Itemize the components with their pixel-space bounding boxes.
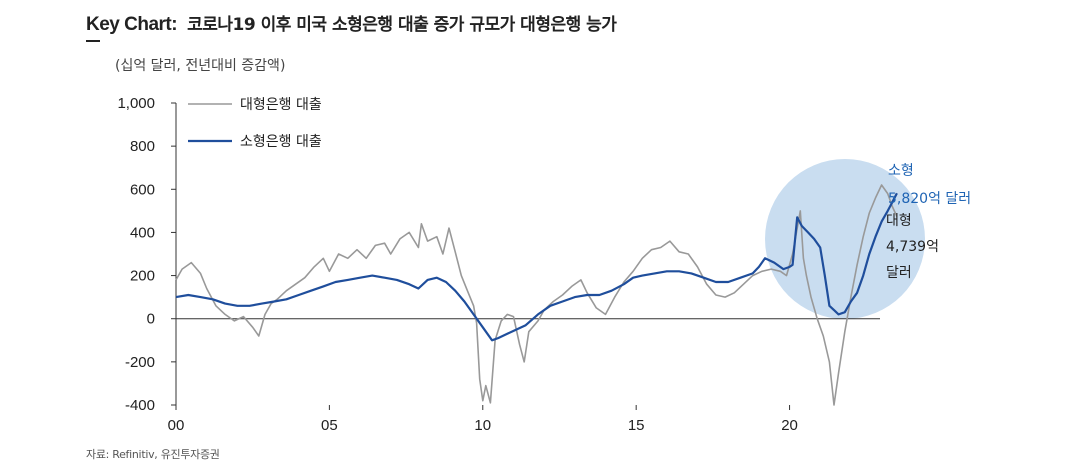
x-tick-label: 00 [168, 417, 185, 434]
x-tick-label: 15 [628, 417, 645, 434]
annotation-small-value: 5,820억 달러 [888, 191, 971, 207]
key-chart-label: Key Chart: [86, 14, 178, 35]
title-underline [86, 40, 100, 42]
highlight-circle [765, 159, 925, 319]
chart-title: 코로나19 이후 미국 소형은행 대출 증가 규모가 대형은행 능가 [187, 15, 617, 35]
y-tick-label: 600 [130, 181, 155, 198]
y-tick-label: 400 [130, 224, 155, 241]
series-line-small-bank [175, 192, 898, 342]
annotation-large-title: 대형 [886, 213, 912, 229]
annotation-large-unit: 달러 [886, 265, 912, 281]
legend-label: 소형은행 대출 [240, 134, 322, 150]
series-line-large-bank [175, 184, 898, 406]
x-tick-label: 10 [474, 417, 491, 434]
source-note: 자료: Refinitiv, 유진투자증권 [86, 448, 220, 461]
y-tick-label: 1,000 [117, 95, 155, 112]
y-tick-label: 800 [130, 138, 155, 155]
annotation-large-value: 4,739억 [886, 239, 939, 255]
y-tick-label: 200 [130, 268, 155, 285]
chart-title-row: Key Chart: 코로나19 이후 미국 소형은행 대출 증가 규모가 대형… [86, 10, 617, 36]
unit-label: (십억 달러, 전년대비 증감액) [115, 58, 286, 74]
legend-label: 대형은행 대출 [240, 97, 322, 113]
y-tick-label: 0 [147, 311, 155, 328]
y-tick-label: -200 [125, 354, 155, 371]
x-tick-label: 20 [781, 417, 798, 434]
x-tick-label: 05 [321, 417, 338, 434]
y-tick-label: -400 [125, 397, 155, 414]
annotation-small-title: 소형 [888, 163, 914, 179]
